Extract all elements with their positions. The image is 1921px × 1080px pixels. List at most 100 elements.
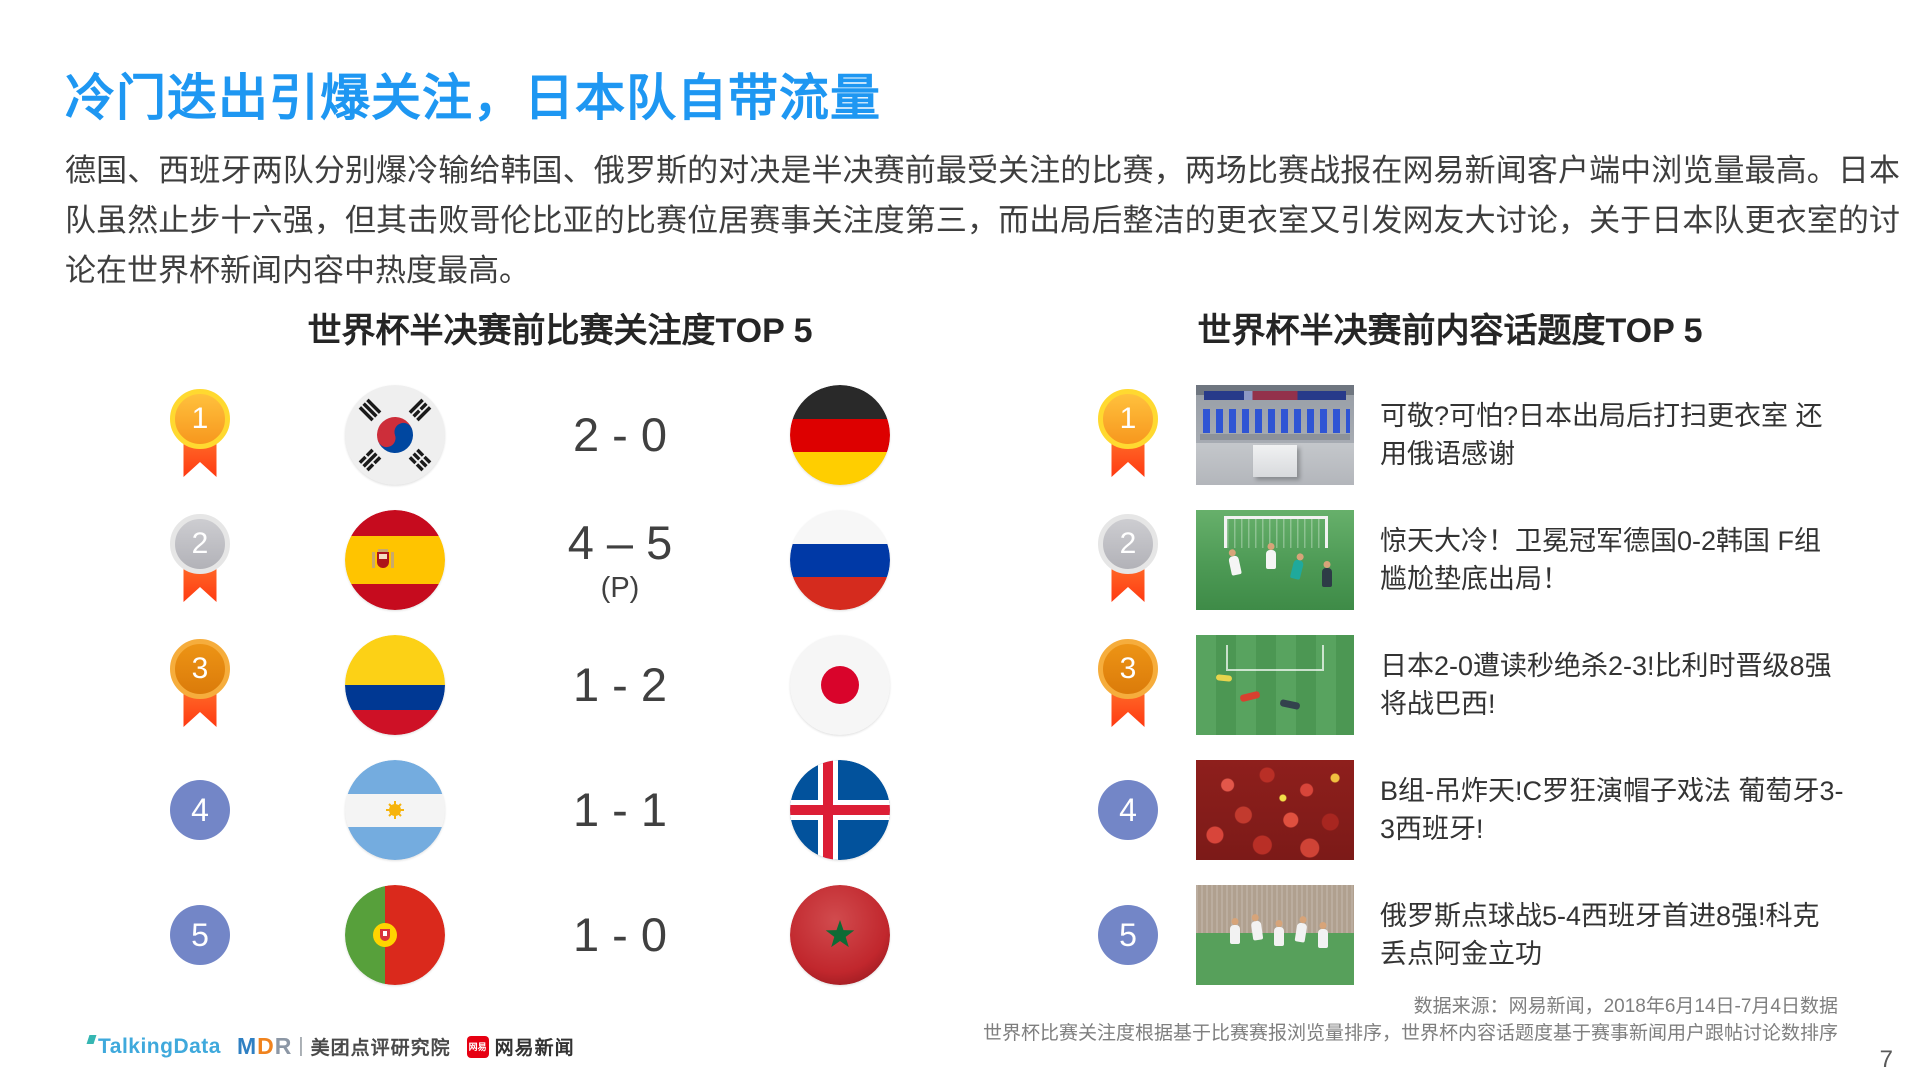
away-flag-cell <box>720 385 960 485</box>
match-score: 4 – 5 <box>567 516 673 569</box>
score-cell: 2 - 0 <box>520 407 720 464</box>
page-title: 冷门迭出引爆关注，日本队自带流量 <box>65 70 881 126</box>
player-shape <box>1230 925 1240 944</box>
rank-cell: 1 <box>1060 387 1196 483</box>
player-shape <box>1318 929 1328 948</box>
gold-medal-icon: 1 <box>169 387 231 483</box>
home-flag-cell <box>270 510 520 610</box>
medal-disc: 2 <box>170 514 230 574</box>
table-shape <box>1253 445 1297 477</box>
argentina-flag-icon <box>345 760 445 860</box>
away-flag-cell <box>720 885 960 985</box>
silver-medal-icon: 2 <box>1097 512 1159 608</box>
rank-cell: 3 <box>130 637 270 733</box>
player-shape <box>1274 927 1284 946</box>
locker-room-photo <box>1196 385 1354 485</box>
player-shape <box>1289 559 1305 580</box>
fans-crowd-photo <box>1196 760 1354 860</box>
talkingdata-logo: TalkingData <box>86 1034 221 1059</box>
medal-disc: 3 <box>1098 639 1158 699</box>
mdr-letter-m: M <box>236 1033 258 1059</box>
thumbnail-cell <box>1196 885 1372 985</box>
logo-divider: | <box>298 1035 305 1057</box>
footer-logos: TalkingData M D R | 美团点评研究院 网易 网易新闻 <box>86 1033 575 1060</box>
south-korea-flag-icon <box>345 385 445 485</box>
banner-shape <box>1204 391 1346 400</box>
score-cell: 4 – 5 (P) <box>520 515 720 605</box>
meituan-research-label: 美团点评研究院 <box>310 1038 451 1059</box>
player-shape <box>1294 922 1308 943</box>
match-row: 3 1 - 2 <box>130 623 960 747</box>
score-cell: 1 - 0 <box>520 907 720 964</box>
player-shape <box>1239 690 1261 703</box>
bronze-medal-icon: 3 <box>1097 637 1159 733</box>
germany-flag-icon <box>790 385 890 485</box>
goal-shape <box>1224 516 1328 548</box>
bench-shape <box>1200 434 1350 440</box>
match-row: 4 1 - 1 <box>130 748 960 872</box>
rank-badge: 4 <box>170 780 230 840</box>
portugal-flag-icon <box>345 885 445 985</box>
thumbnail-cell <box>1196 385 1372 485</box>
rank-cell: 2 <box>1060 512 1196 608</box>
rank-cell: 5 <box>1060 905 1196 965</box>
talkingdata-tick-icon <box>86 1034 97 1044</box>
player-shape <box>1279 698 1301 711</box>
topic-row: 2 惊天大冷！卫冕冠军德国0-2韩国 F组尴尬垫底出局！ <box>1060 498 1860 622</box>
bronze-medal-icon: 3 <box>169 637 231 733</box>
thumbnail-cell <box>1196 510 1372 610</box>
silver-medal-icon: 2 <box>169 512 231 608</box>
topic-panel-title: 世界杯半决赛前内容话题度TOP 5 <box>1197 312 1703 350</box>
news-headline: B组-吊炸天!C罗狂演帽子戏法 葡萄牙3-3西班牙! <box>1380 776 1844 844</box>
team-celebration-photo <box>1196 885 1354 985</box>
talkingdata-wordmark: TalkingData <box>98 1034 221 1058</box>
rank-badge: 4 <box>1098 780 1158 840</box>
thumbnail-cell <box>1196 635 1372 735</box>
rank-cell: 5 <box>130 905 270 965</box>
player-shape <box>1322 568 1332 587</box>
rank-cell: 4 <box>130 780 270 840</box>
thumbnail-cell <box>1196 760 1372 860</box>
russia-flag-icon <box>790 510 890 610</box>
topic-row: 3 日本2-0遭读秒绝杀2-3!比利时晋级8强将战巴西! <box>1060 623 1860 747</box>
jerseys-shape <box>1200 409 1350 433</box>
mdr-letter-r: R <box>274 1033 293 1059</box>
news-headline: 惊天大冷！卫冕冠军德国0-2韩国 F组尴尬垫底出局！ <box>1380 526 1822 594</box>
netease-news-logo: 网易 网易新闻 <box>466 1033 575 1060</box>
gold-medal-icon: 1 <box>1097 387 1159 483</box>
player-shape <box>1228 555 1242 576</box>
topic-row: 1 可敬?可怕?日本出局后打扫更衣室 还用俄语感谢 <box>1060 373 1860 497</box>
player-shape <box>1215 674 1233 682</box>
news-headline: 日本2-0遭读秒绝杀2-3!比利时晋级8强将战巴西! <box>1380 651 1832 719</box>
medal-disc: 3 <box>170 639 230 699</box>
match-score: 1 - 2 <box>572 657 668 711</box>
rank-badge: 5 <box>1098 905 1158 965</box>
score-cell: 1 - 1 <box>520 782 720 839</box>
colombia-flag-icon <box>345 635 445 735</box>
rank-cell: 2 <box>130 512 270 608</box>
match-row: 5 1 - 0 <box>130 873 960 997</box>
home-flag-cell <box>270 885 520 985</box>
match-score: 1 - 1 <box>572 782 668 836</box>
netease-badge-icon: 网易 <box>466 1035 489 1058</box>
match-row: 2 4 – 5 (P) <box>130 498 960 622</box>
match-score: 1 - 0 <box>572 907 668 961</box>
page-number: 7 <box>1879 1046 1893 1073</box>
medal-disc: 2 <box>1098 514 1158 574</box>
home-flag-cell <box>270 760 520 860</box>
penalty-box-shape <box>1226 645 1324 671</box>
data-source-note: 数据来源：网易新闻，2018年6月14日-7月4日数据 世界杯比赛关注度根据基于… <box>538 993 1838 1047</box>
intro-paragraph: 德国、西班牙两队分别爆冷输给韩国、俄罗斯的对决是半决赛前最受关注的比赛，两场比赛… <box>65 153 1900 288</box>
mdr-letter-d: D <box>257 1033 275 1059</box>
rank-badge: 5 <box>170 905 230 965</box>
score-cell: 1 - 2 <box>520 657 720 714</box>
netease-news-label: 网易新闻 <box>494 1038 575 1059</box>
match-panel-title: 世界杯半决赛前比赛关注度TOP 5 <box>307 312 813 350</box>
japan-flag-icon <box>790 635 890 735</box>
topic-row: 5 俄罗斯点球战5-4西班牙首进8强!科克丢点阿金立功 <box>1060 873 1860 997</box>
away-flag-cell <box>720 760 960 860</box>
meituan-dianping-research-logo: M D R | 美团点评研究院 <box>237 1033 451 1060</box>
medal-disc: 1 <box>1098 389 1158 449</box>
score-note: (P) <box>600 572 640 604</box>
